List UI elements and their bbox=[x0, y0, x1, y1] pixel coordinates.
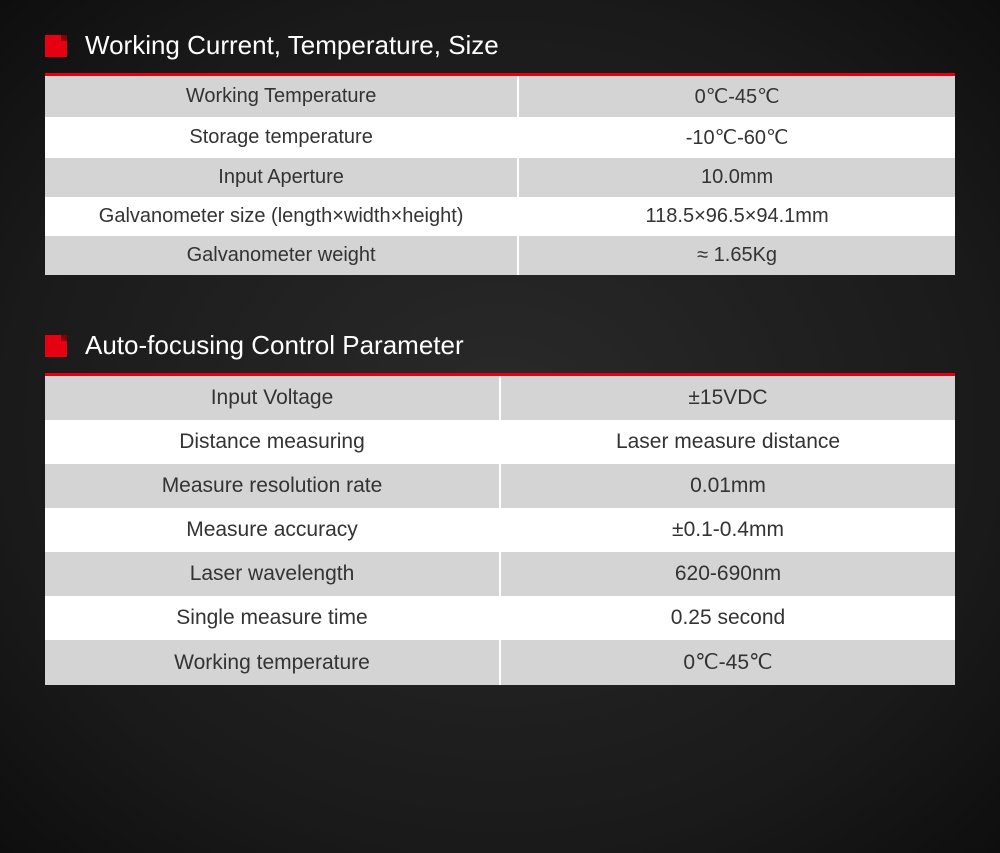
spec-value: 118.5×96.5×94.1mm bbox=[518, 197, 955, 236]
table-row: Input Aperture 10.0mm bbox=[45, 158, 955, 197]
section-working-current: Working Current, Temperature, Size Worki… bbox=[45, 30, 955, 275]
bullet-icon bbox=[45, 35, 67, 57]
section-auto-focusing: Auto-focusing Control Parameter Input Vo… bbox=[45, 330, 955, 685]
spec-label: Measure accuracy bbox=[45, 508, 500, 552]
spec-value: 0℃-45℃ bbox=[500, 640, 955, 685]
section-title: Working Current, Temperature, Size bbox=[85, 30, 499, 61]
section-title: Auto-focusing Control Parameter bbox=[85, 330, 464, 361]
spec-label: Laser wavelength bbox=[45, 552, 500, 596]
spec-value: 0℃-45℃ bbox=[518, 76, 955, 117]
spec-value: 10.0mm bbox=[518, 158, 955, 197]
spec-value: 0.01mm bbox=[500, 464, 955, 508]
table-row: Measure accuracy ±0.1-0.4mm bbox=[45, 508, 955, 552]
spec-value: ≈ 1.65Kg bbox=[518, 236, 955, 275]
spec-label: Input Voltage bbox=[45, 376, 500, 420]
spec-label: Working Temperature bbox=[45, 76, 518, 117]
spec-label: Single measure time bbox=[45, 596, 500, 640]
table-row: Single measure time 0.25 second bbox=[45, 596, 955, 640]
specs-table-2: Input Voltage ±15VDC Distance measuring … bbox=[45, 376, 955, 685]
spec-label: Input Aperture bbox=[45, 158, 518, 197]
table-row: Input Voltage ±15VDC bbox=[45, 376, 955, 420]
table-row: Distance measuring Laser measure distanc… bbox=[45, 420, 955, 464]
spec-label: Working temperature bbox=[45, 640, 500, 685]
table-row: Measure resolution rate 0.01mm bbox=[45, 464, 955, 508]
table-row: Laser wavelength 620-690nm bbox=[45, 552, 955, 596]
spec-value: -10℃-60℃ bbox=[518, 117, 955, 158]
spec-value: Laser measure distance bbox=[500, 420, 955, 464]
table-row: Storage temperature -10℃-60℃ bbox=[45, 117, 955, 158]
spec-label: Distance measuring bbox=[45, 420, 500, 464]
bullet-icon bbox=[45, 335, 67, 357]
spec-label: Galvanometer size (length×width×height) bbox=[45, 197, 518, 236]
section-header: Auto-focusing Control Parameter bbox=[45, 330, 955, 361]
table-row: Working temperature 0℃-45℃ bbox=[45, 640, 955, 685]
spec-value: ±15VDC bbox=[500, 376, 955, 420]
section-header: Working Current, Temperature, Size bbox=[45, 30, 955, 61]
spec-label: Galvanometer weight bbox=[45, 236, 518, 275]
spec-value: 620-690nm bbox=[500, 552, 955, 596]
spec-value: 0.25 second bbox=[500, 596, 955, 640]
spec-label: Storage temperature bbox=[45, 117, 518, 158]
table-row: Galvanometer weight ≈ 1.65Kg bbox=[45, 236, 955, 275]
spec-label: Measure resolution rate bbox=[45, 464, 500, 508]
table-row: Working Temperature 0℃-45℃ bbox=[45, 76, 955, 117]
table-row: Galvanometer size (length×width×height) … bbox=[45, 197, 955, 236]
specs-table-1: Working Temperature 0℃-45℃ Storage tempe… bbox=[45, 76, 955, 275]
spec-value: ±0.1-0.4mm bbox=[500, 508, 955, 552]
